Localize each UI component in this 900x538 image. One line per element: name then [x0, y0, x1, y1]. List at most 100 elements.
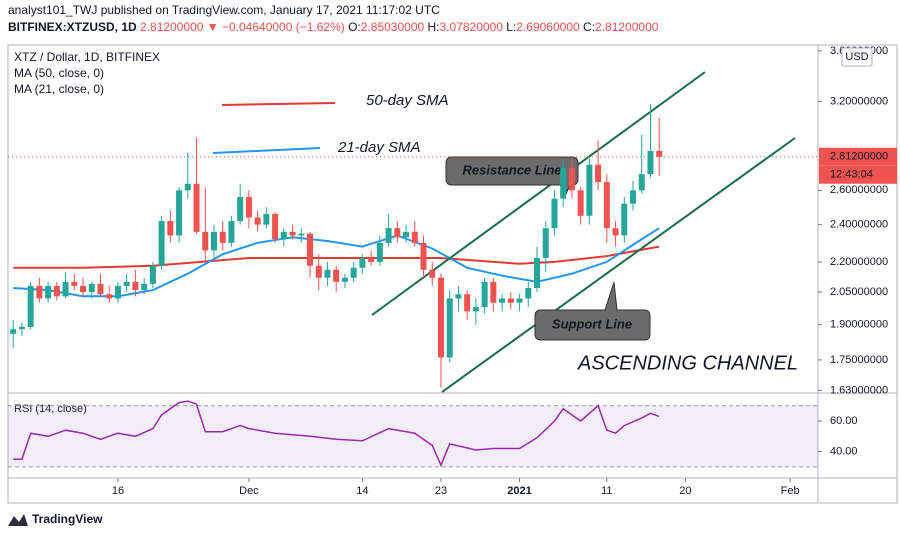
- sma21-marker: [212, 147, 321, 154]
- symbol-line: BITFINEX:XTZUSD, 1D 2.81200000 ▼ −0.0464…: [8, 20, 658, 34]
- candle-body: [411, 231, 418, 243]
- y-tick-label: 1.90000000: [830, 319, 888, 331]
- countdown-box: [819, 165, 897, 184]
- resistance-trendline: [371, 71, 706, 316]
- candle-body: [18, 326, 25, 330]
- sma50-annotation: 50-day SMA: [366, 92, 449, 109]
- ma50-legend: MA (50, close, 0): [14, 66, 104, 80]
- candle-body: [333, 269, 340, 282]
- candle-body: [638, 174, 645, 191]
- candle-body: [289, 231, 296, 236]
- ohlc-key: H:: [427, 20, 440, 34]
- x-tick-label: Dec: [239, 485, 259, 497]
- y-tick-label: 1.63000000: [830, 384, 888, 396]
- currency: USD: [845, 51, 868, 63]
- candle-body: [603, 182, 610, 229]
- candle-body: [298, 233, 305, 236]
- moving-average: [13, 227, 660, 298]
- candle-body: [210, 231, 217, 251]
- candle-body: [36, 285, 43, 299]
- candle-body: [376, 242, 383, 262]
- ohlc-value: 2.81200000: [595, 20, 659, 34]
- candle-body: [490, 281, 497, 303]
- brand: TradingView: [32, 512, 103, 526]
- candle-body: [350, 267, 357, 278]
- candle-body: [324, 269, 331, 278]
- candle-body: [307, 233, 314, 266]
- x-tick-label: 14: [356, 485, 368, 497]
- candle-body: [429, 269, 436, 278]
- candle-body: [280, 231, 287, 240]
- candle-body: [141, 283, 148, 291]
- candle-body: [437, 277, 444, 358]
- y-tick-label: 3.20000000: [830, 95, 888, 107]
- change: ▼ −0.04640000 (−1.62%): [206, 20, 345, 34]
- y-tick-label: 2.20000000: [830, 256, 888, 268]
- rsi-band: [8, 405, 818, 467]
- logo: TradingView: [8, 512, 103, 526]
- ohlc-key: L:: [506, 20, 517, 34]
- candle-body: [577, 190, 584, 216]
- candle-body: [647, 150, 654, 175]
- moving-average: [13, 245, 660, 269]
- ohlc: O:2.85030000 H:3.07820000 L:2.69060000 C…: [348, 20, 658, 34]
- candle-body: [132, 281, 139, 291]
- candle-body: [446, 298, 453, 358]
- candle-body: [245, 196, 252, 218]
- rsi-tick-label: 60.00: [830, 415, 858, 427]
- candle-body: [621, 203, 628, 236]
- candle-body: [464, 294, 471, 312]
- candle-body: [656, 150, 663, 157]
- y-tick-label: 1.75000000: [830, 354, 888, 366]
- x-tick-label: 20: [679, 485, 691, 497]
- logo-icon: [8, 514, 28, 526]
- ohlc-key: O:: [348, 20, 361, 34]
- y-tick-label: 2.60000000: [830, 184, 888, 196]
- countdown: 12:43:04: [830, 169, 873, 181]
- candle-body: [158, 221, 165, 266]
- candle-body: [71, 281, 78, 286]
- candle-body: [88, 283, 95, 293]
- candle-body: [97, 283, 104, 295]
- candle-body: [455, 294, 462, 299]
- candle-body: [123, 281, 130, 286]
- last-price-box: [819, 147, 897, 166]
- support-label: Support Line: [552, 316, 632, 331]
- last-price-label: 2.81200000: [830, 151, 888, 163]
- ohlc-value: 2.85030000: [360, 20, 425, 34]
- candle-body: [184, 183, 191, 191]
- y-tick-label: 2.05000000: [830, 286, 888, 298]
- candle-body: [53, 285, 60, 297]
- candle-body: [394, 228, 401, 238]
- candle-body: [202, 231, 209, 251]
- resistance-callout: [445, 156, 579, 196]
- last-price: 2.81200000: [140, 20, 204, 34]
- candle-body: [176, 190, 183, 236]
- candle-body: [237, 196, 244, 222]
- candle-body: [315, 265, 322, 278]
- channel-label: ASCENDING CHANNEL: [577, 352, 798, 374]
- ohlc-value: 3.07820000: [439, 20, 503, 34]
- candle-body: [499, 298, 506, 303]
- candle-body: [80, 285, 87, 293]
- candle-body: [219, 231, 226, 243]
- x-tick-label: Feb: [781, 485, 800, 497]
- candle-body: [612, 228, 619, 236]
- candle-body: [359, 258, 366, 268]
- candle-body: [560, 167, 567, 199]
- candle-body: [420, 242, 427, 270]
- candle-body: [516, 298, 523, 303]
- x-tick-label: 23: [435, 485, 447, 497]
- candle-body: [481, 281, 488, 308]
- candle-body: [228, 221, 235, 243]
- ohlc-value: 2.69060000: [516, 20, 580, 34]
- candle-body: [193, 183, 200, 232]
- candle-body: [272, 214, 279, 240]
- candle-body: [149, 265, 156, 284]
- currency-box: [841, 47, 873, 67]
- x-tick-label: 11: [601, 485, 612, 497]
- candle-body: [630, 190, 637, 204]
- candle-body: [368, 258, 375, 262]
